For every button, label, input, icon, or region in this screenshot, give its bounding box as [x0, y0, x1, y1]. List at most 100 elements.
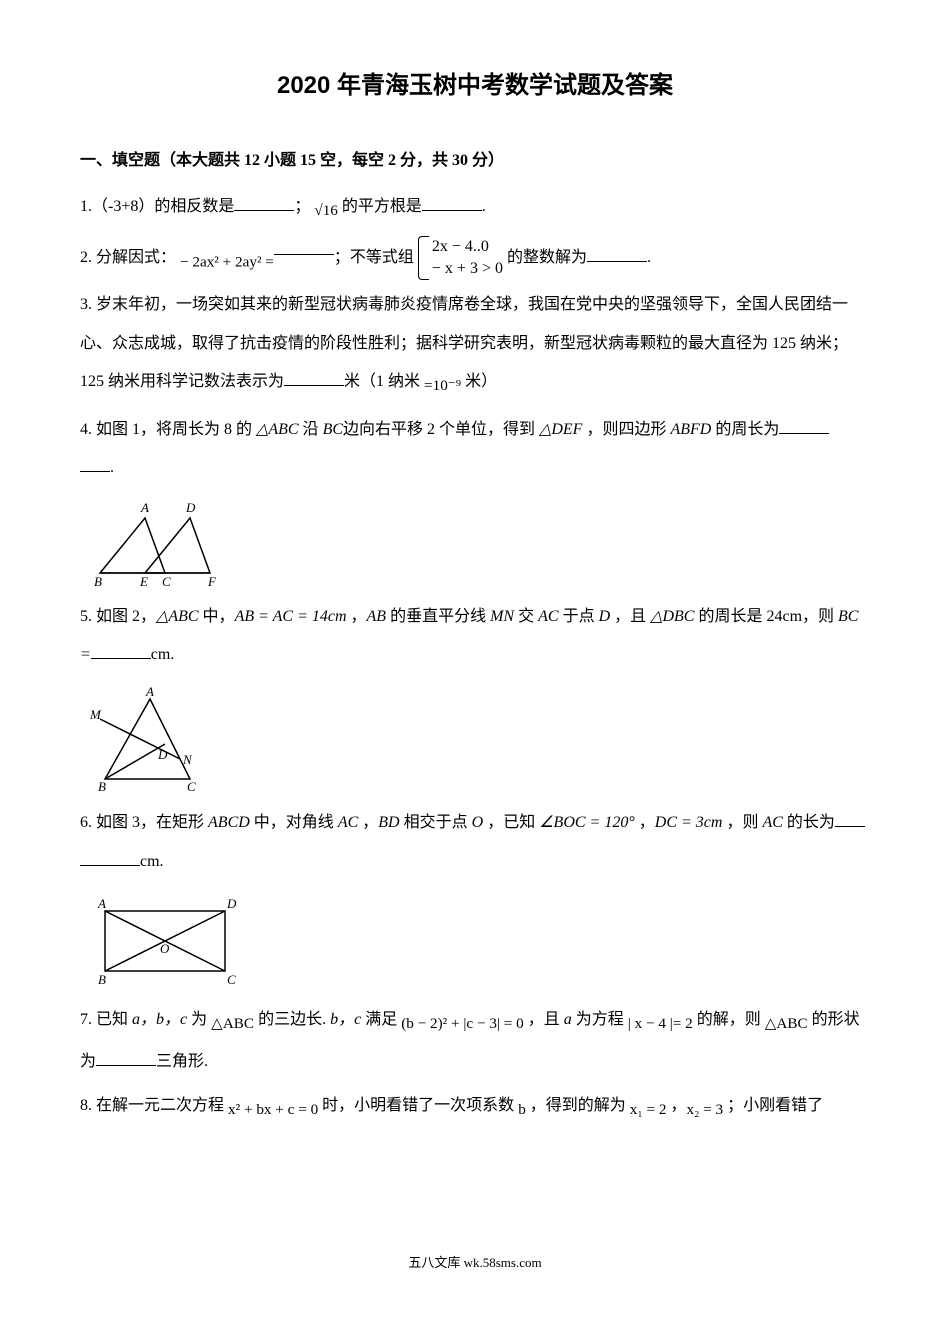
blank	[96, 1049, 156, 1066]
q4-b: 沿	[299, 421, 323, 438]
blank	[284, 369, 344, 386]
fig3-label-C: C	[227, 972, 236, 987]
figure-1: A D B E C F	[80, 498, 870, 588]
q1-text-b: ；	[294, 198, 310, 215]
q8-eq: x² + bx + c = 0	[228, 1101, 318, 1118]
q7-bc: b，c	[330, 1011, 361, 1028]
q3-c: 米）	[461, 373, 497, 390]
q6-o: O	[472, 814, 484, 831]
q6-abcd: ABCD	[208, 814, 250, 831]
q6-dc: DC = 3cm	[655, 814, 723, 831]
fig3-label-D: D	[226, 896, 237, 911]
q1-sqrt: √16	[314, 202, 338, 219]
blank	[779, 417, 829, 434]
q5-f: 于点	[559, 608, 599, 625]
q6-g: ，则	[722, 814, 762, 831]
q7-g: 的解，则	[693, 1011, 765, 1028]
fig1-label-C: C	[162, 574, 171, 588]
blank	[234, 194, 294, 211]
q2-text-b: ；不等式组	[334, 249, 418, 266]
q5-ab: AB	[367, 608, 387, 625]
q1-text-c: 的平方根是	[342, 198, 422, 215]
q8-b: 时，小明看错了一次项系数	[318, 1097, 518, 1114]
q6-ac: AC	[338, 814, 358, 831]
fig3-label-A: A	[97, 896, 106, 911]
fig3-label-O: O	[160, 941, 170, 956]
blank	[835, 810, 865, 827]
fig1-label-B: B	[94, 574, 102, 588]
q4-a: 4. 如图 1，将周长为 8 的	[80, 421, 256, 438]
section-header: 一、填空题（本大题共 12 小题 15 空，每空 2 分，共 30 分）	[80, 143, 870, 178]
q4-tri1: △ABC	[256, 421, 299, 438]
fig2-label-C: C	[187, 779, 196, 794]
q6-d: 相交于点	[400, 814, 472, 831]
q1-end: .	[482, 198, 486, 215]
q4-c: 边向右平移 2 个单位，得到	[343, 421, 539, 438]
q7-av: a	[564, 1011, 572, 1028]
q2-text-a: 2. 分解因式：	[80, 249, 176, 266]
q5-mn: MN	[490, 608, 514, 625]
question-3: 3. 岁末年初，一场突如其来的新型冠状病毒肺炎疫情席卷全球，我国在党中央的坚强领…	[80, 286, 870, 404]
q7-e: ，且	[524, 1011, 564, 1028]
q5-ac: AC	[538, 608, 558, 625]
q7-eq2: | x − 4 |= 2	[628, 1015, 693, 1032]
q5-tri: △ABC	[156, 608, 199, 625]
q4-d: ，则四边形	[582, 421, 670, 438]
q3-exp: =10⁻⁹	[424, 377, 461, 394]
q4-end: .	[110, 459, 114, 476]
q2-expr: − 2ax² + 2ay² =	[180, 253, 274, 270]
blank	[91, 642, 151, 659]
page-footer: 五八文库 wk.58sms.com	[80, 1249, 870, 1278]
blank	[80, 849, 140, 866]
q8-c: ，得到的解为	[526, 1097, 630, 1114]
q8-e: ；小刚看错了	[723, 1097, 823, 1114]
q5-d: 的垂直平分线	[386, 608, 490, 625]
q7-eq1: (b − 2)² + |c − 3| = 0	[401, 1015, 524, 1032]
q7-tri: △ABC	[211, 1015, 254, 1032]
fig1-label-A: A	[140, 500, 149, 515]
q6-ang: ∠BOC = 120°	[539, 814, 635, 831]
q5-b: 中，	[199, 608, 235, 625]
q6-a: 6. 如图 3，在矩形	[80, 814, 208, 831]
question-1: 1.（-3+8）的相反数是 ； √16 的平方根是.	[80, 188, 870, 230]
q1-text-a: 1.（-3+8）的相反数是	[80, 198, 234, 215]
q3-b: 米（1 纳米	[344, 373, 420, 390]
sys-row-1: 2x − 4..0	[432, 236, 503, 258]
blank	[422, 194, 482, 211]
q6-b: 中，对角线	[250, 814, 338, 831]
fig3-label-B: B	[98, 972, 106, 987]
fig2-label-B: B	[98, 779, 106, 794]
q4-abfd: ABFD	[670, 421, 711, 438]
q8-bv: b	[518, 1101, 526, 1118]
blank	[80, 455, 110, 472]
fig2-label-D: D	[157, 747, 168, 762]
page-title: 2020 年青海玉树中考数学试题及答案	[80, 60, 870, 113]
q5-eq: AB = AC = 14cm	[235, 608, 347, 625]
fig1-label-E: E	[139, 574, 148, 588]
q8-x2: x₂ = 3	[686, 1101, 723, 1118]
q6-e: ，已知	[483, 814, 539, 831]
q7-d: 满足	[361, 1011, 401, 1028]
question-6: 6. 如图 3，在矩形 ABCD 中，对角线 AC ，BD 相交于点 O ，已知…	[80, 804, 870, 881]
q6-c: ，	[358, 814, 378, 831]
q6-bd: BD	[378, 814, 399, 831]
q8-x1: x₁ = 2	[630, 1101, 667, 1118]
q7-c: 的三边长.	[254, 1011, 330, 1028]
q4-bc: BC	[323, 421, 343, 438]
q7-b: 为	[187, 1011, 211, 1028]
figure-3: A D O B C	[80, 891, 870, 991]
q6-unit: cm.	[140, 853, 164, 870]
blank	[587, 245, 647, 262]
q6-ac2: AC	[762, 814, 782, 831]
q5-a: 5. 如图 2，	[80, 608, 156, 625]
fig2-label-A: A	[145, 684, 154, 699]
fig1-label-D: D	[185, 500, 196, 515]
q6-f: ，	[635, 814, 655, 831]
q7-abc: a，b，c	[132, 1011, 187, 1028]
q8-d: ，	[666, 1097, 686, 1114]
q5-unit: cm.	[151, 646, 175, 663]
sys-row-2: − x + 3 > 0	[432, 258, 503, 280]
q7-tri2: △ABC	[765, 1015, 808, 1032]
question-2: 2. 分解因式： − 2ax² + 2ay² =；不等式组 2x − 4..0 …	[80, 236, 870, 281]
blank	[274, 238, 334, 255]
